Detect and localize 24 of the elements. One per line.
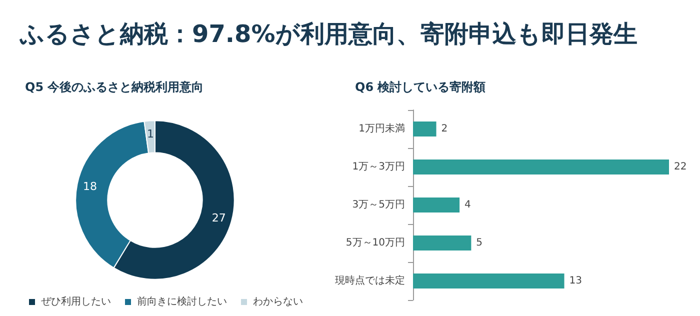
chart-title: Q5 今後のふるさと納税利用意向 <box>25 80 204 94</box>
data-label: 18 <box>83 180 98 193</box>
data-label: 2 <box>441 124 448 134</box>
y-tick-label: 現時点では未定 <box>335 274 405 286</box>
y-tick-label: 3万～5万円 <box>352 200 405 210</box>
data-label: 4 <box>464 200 471 210</box>
data-label: 22 <box>674 162 687 172</box>
y-tick-label: 1万円未満 <box>358 122 405 134</box>
legend-label: 前向きに検討したい <box>137 296 227 308</box>
legend-label: ぜひ利用したい <box>41 296 111 308</box>
bar <box>413 122 436 136</box>
bar <box>413 274 564 288</box>
data-label: 27 <box>212 211 226 224</box>
data-label: 13 <box>569 276 582 286</box>
legend-label: わからない <box>253 296 303 308</box>
chart-title: Q6 検討している寄附額 <box>355 80 486 94</box>
text: ふるさと納税：97.8%が利用意向、寄附申込も即日発生 <box>20 19 638 50</box>
y-tick-label: 1万～3万円 <box>352 162 405 172</box>
y-tick-label: 5万～10万円 <box>346 238 405 248</box>
bar <box>413 236 472 250</box>
data-label: 1 <box>146 127 154 140</box>
bar <box>413 198 460 212</box>
bar <box>413 160 669 174</box>
data-label: 5 <box>476 238 483 248</box>
